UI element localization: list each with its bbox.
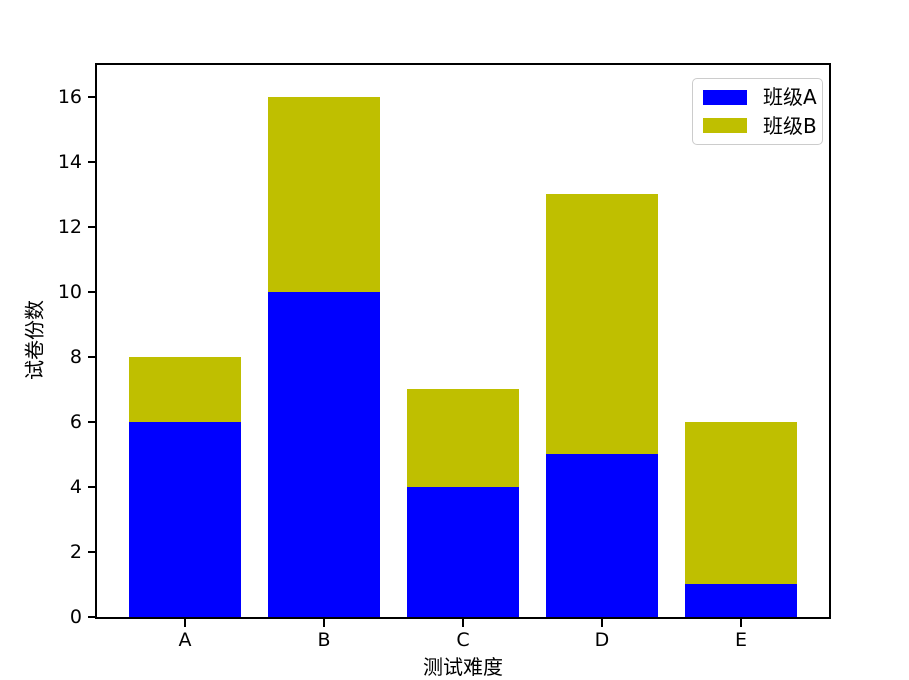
y-tick-label: 10 — [57, 280, 82, 303]
bar-segment-班级A-D — [546, 454, 658, 617]
x-tick-mark — [183, 619, 186, 627]
legend-item: 班级B — [693, 114, 822, 138]
legend-label: 班级B — [763, 113, 817, 138]
legend-swatch — [703, 118, 747, 134]
y-tick-mark — [88, 95, 96, 98]
y-tick-mark — [88, 160, 96, 163]
x-tick-mark — [462, 619, 464, 627]
y-tick-label: 2 — [69, 540, 82, 563]
x-tick-mark — [740, 619, 743, 627]
y-tick-label: 14 — [57, 150, 82, 173]
bar-segment-班级B-D — [546, 194, 658, 455]
x-tick-mark — [601, 619, 603, 627]
legend-item: 班级A — [693, 85, 822, 109]
y-tick-mark — [88, 616, 96, 618]
x-tick-label: B — [317, 629, 331, 651]
x-tick-label: D — [594, 629, 610, 651]
bar-segment-班级A-A — [129, 421, 241, 617]
y-tick-mark — [88, 420, 96, 423]
x-tick-label: C — [456, 629, 470, 651]
x-tick-mark — [322, 619, 325, 627]
y-tick-label: 6 — [69, 410, 82, 433]
y-tick-label: 12 — [57, 215, 82, 238]
y-axis-label: 试卷份数 — [22, 300, 47, 380]
y-tick-mark — [88, 355, 96, 358]
y-tick-mark — [88, 290, 96, 293]
bar-segment-班级B-E — [685, 421, 797, 585]
bar-segment-班级A-C — [407, 486, 519, 617]
bar-segment-班级B-B — [268, 96, 380, 292]
bar-segment-班级B-A — [129, 356, 241, 422]
bar-segment-班级A-B — [268, 291, 380, 617]
y-tick-mark — [88, 550, 96, 553]
x-tick-label: E — [735, 629, 748, 651]
y-tick-mark — [88, 485, 96, 488]
plot-area — [96, 64, 830, 617]
y-tick-label: 0 — [69, 606, 82, 628]
legend-label: 班级A — [763, 85, 817, 110]
bar-segment-班级B-C — [407, 389, 519, 487]
x-tick-label: A — [178, 629, 192, 651]
y-tick-label: 8 — [69, 345, 82, 368]
legend: 班级A 班级B — [692, 78, 823, 145]
y-tick-label: 4 — [69, 475, 82, 498]
x-axis-label: 测试难度 — [423, 655, 503, 679]
legend-swatch — [703, 89, 747, 105]
bar-segment-班级A-E — [685, 584, 797, 617]
y-tick-label: 16 — [57, 85, 82, 108]
y-tick-mark — [88, 225, 96, 228]
